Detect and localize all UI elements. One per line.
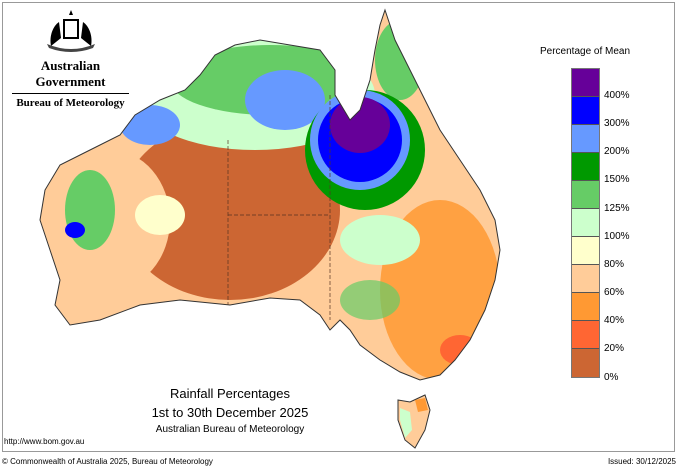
legend-label: 125% — [604, 203, 630, 214]
legend-band-300-400 — [572, 97, 599, 125]
bureau-name: Bureau of Meteorology — [16, 97, 125, 109]
legend-band-0-20 — [572, 349, 599, 377]
logo-divider — [12, 93, 129, 94]
coat-of-arms-icon — [46, 10, 95, 52]
legend-band-40-60 — [572, 293, 599, 321]
map-period: 1st to 30th December 2025 — [151, 405, 309, 420]
legend-label: 400% — [604, 90, 630, 101]
legend-band-60-80 — [572, 265, 599, 293]
legend-label: 80% — [604, 259, 625, 270]
legend-label: 60% — [604, 287, 625, 298]
legend-colorbar — [571, 68, 600, 378]
legend-band-above-400 — [572, 69, 599, 97]
government-logo: Australian Government Bureau of Meteorol… — [8, 8, 133, 109]
legend-band-200-300 — [572, 125, 599, 153]
legend-label: 100% — [604, 231, 630, 242]
legend-label: 200% — [604, 146, 630, 157]
government-name: Australian Government — [35, 58, 106, 89]
map-source: Australian Bureau of Meteorology — [155, 424, 305, 435]
issued-date: Issued: 30/12/2025 — [607, 457, 676, 466]
legend-label: 20% — [604, 343, 625, 354]
legend-label: 0% — [604, 372, 619, 383]
legend-label: 150% — [604, 174, 630, 185]
copyright: © Commonwealth of Australia 2025, Bureau… — [2, 457, 213, 466]
legend-band-100-125 — [572, 209, 599, 237]
legend-band-125-150 — [572, 181, 599, 209]
website-link[interactable]: http://www.bom.gov.au — [4, 437, 85, 446]
map-frame — [2, 2, 675, 452]
legend-band-20-40 — [572, 321, 599, 349]
legend-band-80-100 — [572, 237, 599, 265]
legend-title: Percentage of Mean — [540, 46, 631, 57]
legend-band-150-200 — [572, 153, 599, 181]
legend-label: 300% — [604, 118, 630, 129]
legend-label: 40% — [604, 315, 625, 326]
map-title: Rainfall Percentages — [170, 386, 290, 401]
